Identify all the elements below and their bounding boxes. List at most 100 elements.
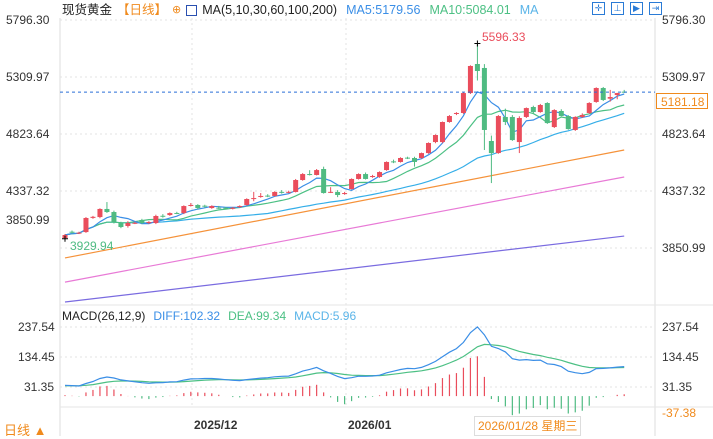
candle-body bbox=[453, 112, 459, 114]
low-marker-icon bbox=[62, 235, 68, 242]
candle-body bbox=[76, 232, 82, 234]
macd-title: MACD(26,12,9) bbox=[62, 309, 146, 323]
candle-body bbox=[223, 207, 229, 209]
ma60-line bbox=[64, 149, 625, 259]
candle-body bbox=[132, 222, 138, 224]
exit-icon[interactable]: ⇥ bbox=[649, 2, 662, 15]
indicator-chart-icon[interactable] bbox=[186, 4, 198, 16]
ma-more[interactable]: MA bbox=[519, 3, 539, 17]
candle-body bbox=[474, 63, 480, 72]
candle-body bbox=[293, 180, 299, 192]
candle-body bbox=[565, 116, 571, 130]
ma10-value: MA10:5084.01 bbox=[429, 3, 511, 17]
candle-body bbox=[481, 67, 487, 130]
right-price-label: 5309.97 bbox=[662, 70, 706, 84]
candle-body bbox=[412, 157, 417, 162]
candle-body bbox=[586, 103, 592, 113]
candle-body bbox=[544, 103, 550, 124]
candle-body bbox=[209, 206, 215, 209]
candle-body bbox=[349, 178, 355, 190]
low-price-label: 3929.94 bbox=[70, 239, 114, 253]
macd-diff: DIFF:102.32 bbox=[153, 309, 221, 323]
left-price-label: 4337.32 bbox=[6, 184, 50, 198]
diff-line bbox=[64, 326, 625, 387]
candle-body bbox=[188, 204, 194, 206]
ma200-line bbox=[64, 235, 625, 303]
candle-body bbox=[335, 191, 341, 196]
chart-header: 现货黄金 【日线】 ⊕ MA(5,10,30,60,100,200) MA5:5… bbox=[62, 2, 539, 18]
candle-body bbox=[530, 107, 536, 113]
candle-body bbox=[146, 221, 152, 223]
ma-title[interactable]: MA(5,10,30,60,100,200) bbox=[202, 3, 338, 17]
left-macd-label: 31.35 bbox=[24, 380, 55, 394]
candle-body bbox=[356, 174, 362, 179]
candle-body bbox=[593, 88, 599, 102]
candle-body bbox=[328, 191, 334, 193]
candle-body bbox=[425, 142, 431, 154]
candle-body bbox=[537, 105, 543, 113]
candle-body bbox=[195, 204, 201, 209]
crosshair-icon[interactable]: ✛ bbox=[592, 2, 605, 15]
current-price-tag: 5181.18 bbox=[656, 93, 708, 109]
candle-body bbox=[607, 97, 613, 99]
candle-body bbox=[558, 110, 564, 117]
candle-body bbox=[300, 174, 306, 181]
candle-body bbox=[139, 219, 145, 224]
candle-body bbox=[488, 140, 494, 154]
range-icon[interactable]: ⊥ bbox=[611, 2, 624, 15]
candle-body bbox=[69, 231, 75, 233]
candle-body bbox=[83, 217, 89, 233]
period-label[interactable]: 【日线】 bbox=[117, 3, 168, 17]
cursor-date-label: 2026/01/28 星期三 bbox=[474, 416, 582, 436]
macd-header: MACD(26,12,9) DIFF:102.32 DEA:99.34 MACD… bbox=[62, 309, 356, 323]
candle-body bbox=[181, 206, 187, 214]
candle-body bbox=[418, 153, 424, 158]
left-macd-label: 134.45 bbox=[18, 350, 55, 364]
candle-body bbox=[509, 116, 515, 141]
candle-body bbox=[551, 110, 557, 128]
candle-body bbox=[398, 157, 404, 162]
candle-body bbox=[516, 118, 522, 143]
right-macd-label: 134.45 bbox=[662, 350, 699, 364]
dea-line bbox=[65, 343, 625, 387]
candle-body bbox=[377, 172, 383, 177]
candle-body bbox=[216, 207, 222, 209]
candle-body bbox=[167, 213, 173, 216]
candle-body bbox=[202, 205, 208, 207]
high-price-label: 5596.33 bbox=[482, 30, 526, 44]
cursor-macd-label: -37.38 bbox=[662, 406, 697, 420]
candle-body bbox=[160, 215, 166, 217]
candle-body bbox=[104, 208, 110, 213]
add-indicator-icon[interactable]: ⊕ bbox=[172, 4, 182, 16]
candle-body bbox=[600, 88, 606, 100]
candle-body bbox=[307, 174, 313, 176]
right-macd-label: 237.54 bbox=[662, 320, 699, 334]
candle-body bbox=[391, 161, 397, 163]
candle-body bbox=[118, 223, 124, 228]
candle-body bbox=[111, 212, 117, 222]
candle-body bbox=[244, 199, 250, 205]
right-price-label: 3850.99 bbox=[662, 241, 706, 255]
ma5-value: MA5:5179.56 bbox=[346, 3, 421, 17]
candle-body bbox=[495, 116, 501, 154]
candle-body bbox=[286, 191, 292, 193]
play-icon[interactable]: ▶ bbox=[630, 2, 643, 15]
candle-body bbox=[125, 223, 131, 226]
candle-body bbox=[258, 195, 264, 197]
ma30-line bbox=[64, 112, 625, 236]
high-marker-icon bbox=[474, 40, 481, 47]
candle-body bbox=[432, 135, 438, 143]
candle-body bbox=[174, 212, 180, 214]
candle-body bbox=[370, 176, 376, 178]
candle-body bbox=[460, 93, 466, 113]
ma5-line bbox=[64, 91, 625, 236]
candle-body bbox=[467, 65, 473, 94]
candle-body bbox=[251, 198, 257, 200]
candle-body bbox=[446, 116, 452, 123]
right-price-label: 4823.64 bbox=[662, 127, 706, 141]
time-label: 2026/01 bbox=[348, 418, 392, 432]
period-switch-button[interactable]: 日线 ▲ bbox=[4, 423, 47, 438]
left-price-label: 4823.64 bbox=[6, 127, 50, 141]
candle-body bbox=[405, 157, 411, 159]
